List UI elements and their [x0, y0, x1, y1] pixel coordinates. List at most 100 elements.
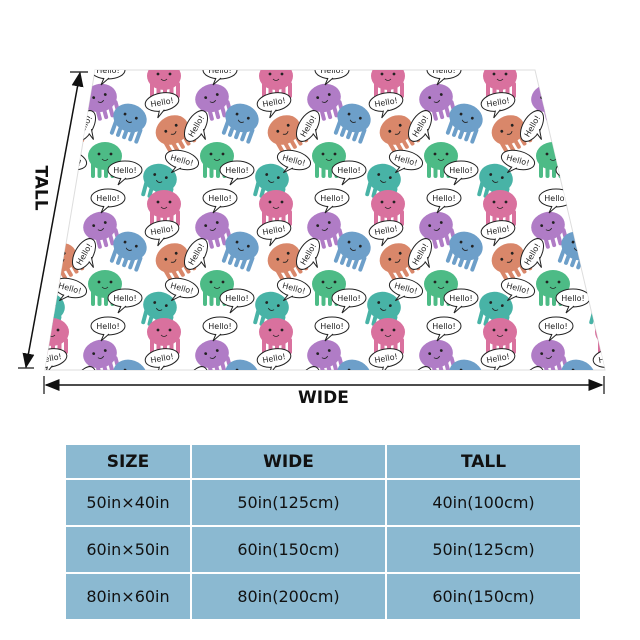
- jellyfish-motif: [109, 231, 147, 272]
- hello-speech-bubble: Hello!: [71, 366, 97, 370]
- wide-arrow: [43, 376, 605, 394]
- hello-text: Hello!: [598, 224, 623, 237]
- header-size: SIZE: [64, 443, 192, 480]
- hello-speech-bubble: Hello!: [386, 403, 425, 435]
- jellyfish-motif: [200, 398, 234, 434]
- jellyfish-motif: [486, 365, 533, 413]
- hello-speech-bubble: Hello!: [556, 417, 590, 441]
- jellyfish-motif: [603, 115, 605, 145]
- hello-text: Hello!: [598, 96, 623, 109]
- jellyfish-motif: [225, 359, 259, 370]
- hello-speech-bubble: Hello!: [332, 417, 366, 441]
- hello-text: Hello!: [113, 166, 136, 175]
- jellyfish-motif: [26, 416, 68, 460]
- jellyfish-motif: [113, 359, 147, 370]
- hello-speech-bubble: Hello!: [592, 92, 623, 112]
- hello-speech-bubble: Hello!: [314, 188, 350, 214]
- table-row: 80in×60in 80in(200cm) 60in(150cm): [64, 572, 582, 621]
- hello-speech-bubble: Hello!: [592, 220, 623, 240]
- hello-speech-bubble: Hello!: [202, 188, 238, 214]
- hello-speech-bubble: Hello!: [426, 188, 462, 214]
- hello-text: Hello!: [544, 322, 567, 331]
- jellyfish-motif: [38, 365, 85, 413]
- jellyfish-motif: [221, 231, 259, 272]
- hello-text: Hello!: [617, 409, 640, 424]
- hello-text: Hello!: [393, 409, 418, 424]
- hello-text: Hello!: [281, 409, 306, 424]
- cell-wide: 60in(150cm): [190, 525, 387, 574]
- hello-speech-bubble: Hello!: [162, 403, 201, 435]
- hello-text: Hello!: [561, 294, 584, 303]
- hello-text: Hello!: [598, 352, 623, 365]
- hello-speech-bubble: Hello!: [519, 366, 545, 370]
- hello-speech-bubble: Hello!: [480, 220, 516, 247]
- hello-text: Hello!: [617, 153, 640, 168]
- hello-text: Hello!: [486, 352, 511, 365]
- jellyfish-motif: [561, 359, 595, 370]
- hello-text: Hello!: [449, 422, 472, 431]
- jellyfish-motif: [45, 115, 85, 156]
- pattern-tile: Hello!Hello!Hello!Hello!Hello!: [141, 66, 259, 203]
- hello-speech-bubble: Hello!: [295, 238, 321, 270]
- hello-text: Hello!: [617, 281, 640, 296]
- jellyfish-motif: [445, 103, 483, 144]
- hello-text: Hello!: [262, 224, 287, 237]
- header-wide: WIDE: [190, 443, 387, 480]
- hello-text: Hello!: [411, 370, 431, 395]
- hello-speech-bubble: Hello!: [368, 92, 404, 119]
- hello-speech-bubble: Hello!: [538, 66, 574, 86]
- cell-size: 50in×40in: [64, 478, 192, 527]
- hello-speech-bubble: Hello!: [628, 363, 640, 404]
- hello-speech-bubble: Hello!: [90, 316, 126, 342]
- hello-speech-bubble: Hello!: [183, 110, 209, 142]
- tall-label: TALL: [30, 165, 51, 211]
- jellyfish-motif: [109, 103, 147, 144]
- hello-speech-bubble: Hello!: [555, 288, 591, 314]
- blanket: Hello!Hello!Hello!Hello!Hello!Hello!Hell…: [26, 66, 640, 460]
- hello-text: Hello!: [113, 422, 136, 431]
- hello-text: Hello!: [57, 409, 82, 424]
- hello-text: Hello!: [544, 66, 567, 75]
- hello-text: Hello!: [432, 66, 455, 75]
- hello-text: Hello!: [561, 422, 584, 431]
- hello-text: Hello!: [635, 370, 640, 395]
- jellyfish-motif: [333, 231, 371, 272]
- hello-speech-bubble: Hello!: [219, 288, 255, 314]
- hello-text: Hello!: [208, 66, 231, 75]
- hello-text: Hello!: [96, 66, 119, 75]
- size-table: SIZE WIDE TALL 50in×40in 50in(125cm) 40i…: [64, 443, 582, 621]
- hello-speech-bubble: Hello!: [144, 92, 180, 119]
- table-header-row: SIZE WIDE TALL: [64, 443, 582, 480]
- hello-text: Hello!: [169, 409, 194, 424]
- hello-speech-bubble: Hello!: [219, 160, 255, 186]
- jellyfish-motif: [150, 365, 197, 413]
- jellyfish-motif: [307, 211, 345, 251]
- hello-speech-bubble: Hello!: [276, 149, 312, 174]
- hello-speech-bubble: Hello!: [183, 238, 209, 270]
- jellyfish-motif: [595, 190, 605, 226]
- jellyfish-motif: [221, 103, 259, 144]
- hello-text: Hello!: [449, 294, 472, 303]
- hello-text: Hello!: [113, 294, 136, 303]
- hello-speech-bubble: Hello!: [407, 110, 433, 142]
- hello-text: Hello!: [320, 194, 343, 203]
- pattern-tile: Hello!Hello!Hello!Hello!Hello!: [477, 188, 595, 331]
- hello-speech-bubble: Hello!: [107, 288, 143, 314]
- hello-speech-bubble: Hello!: [368, 220, 404, 247]
- hello-speech-bubble: Hello!: [256, 92, 292, 119]
- hello-speech-bubble: Hello!: [276, 277, 312, 302]
- wide-label: WIDE: [298, 388, 349, 408]
- jellyfish-motif: [536, 142, 570, 178]
- table-row: 60in×50in 60in(150cm) 50in(125cm): [64, 525, 582, 574]
- hello-text: Hello!: [225, 294, 248, 303]
- cell-tall: 60in(150cm): [385, 572, 582, 621]
- jellyfish-motif: [88, 398, 122, 434]
- pattern-tile: Hello!Hello!Hello!Hello!Hello!: [589, 70, 640, 200]
- hello-speech-bubble: Hello!: [500, 149, 536, 174]
- hello-text: Hello!: [320, 66, 343, 75]
- hello-text: Hello!: [544, 194, 567, 203]
- hello-speech-bubble: Hello!: [45, 348, 68, 370]
- pattern-tile: Hello!Hello!Hello!Hello!Hello!: [253, 66, 371, 203]
- hello-speech-bubble: Hello!: [610, 147, 640, 179]
- hello-text: Hello!: [486, 224, 511, 237]
